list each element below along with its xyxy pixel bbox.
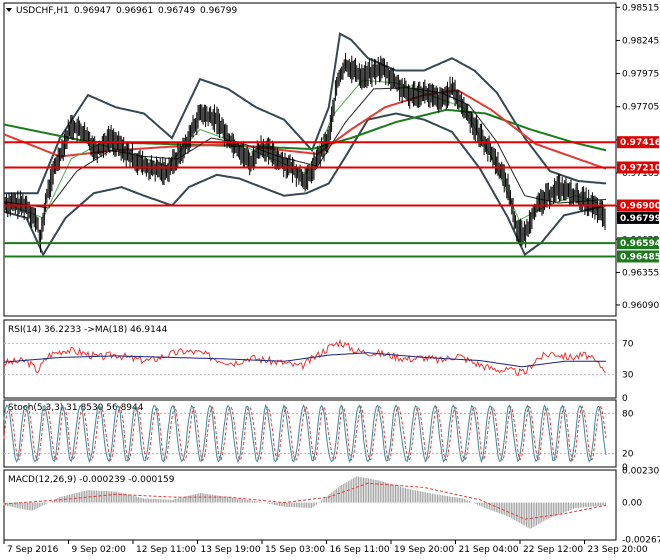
dropdown-triangle-icon[interactable] [6, 8, 12, 12]
rsi-tick-label: 0 [622, 394, 628, 404]
price-tick-label: 0.97165 [622, 169, 659, 179]
main-panel-frame [3, 2, 617, 317]
macd-axis: 0.002306 0.00 -0.002671 [622, 467, 660, 546]
main-chart-layers [3, 32, 607, 257]
stoch-tick-label: 80 [622, 409, 634, 419]
time-axis: 7 Sep 2016 9 Sep 02:00 12 Sep 11:00 13 Sep … [3, 540, 648, 555]
rsi-tick-label: 70 [622, 339, 634, 349]
price-tick-label: 0.97975 [622, 70, 659, 80]
rsi-axis: 70 30 0 [622, 339, 634, 404]
time-tick-label: 19 Sep 20:00 [394, 545, 454, 555]
time-tick-label: 21 Sep 04:00 [459, 545, 519, 555]
macd-signal-line [3, 482, 607, 520]
rsi-layer [3, 338, 616, 377]
stoch-layer [3, 403, 616, 464]
levels-layer: 0.97416 0.97210 0.96900 0.96799 0.96594 0.964… [4, 136, 660, 263]
time-tick-label: 12 Sep 11:00 [136, 545, 196, 555]
macd-tick-label: 0.00 [622, 499, 642, 509]
price-axis: 0.985150.982450.979750.977050.974350.971… [616, 3, 659, 311]
level-label: 0.97210 [620, 163, 660, 173]
level-tag [617, 211, 659, 224]
time-tick-label: 22 Sep 12:00 [523, 545, 583, 555]
level-tag [617, 237, 659, 250]
time-tick-label: 9 Sep 02:00 [72, 545, 127, 555]
stoch-panel-frame [3, 399, 617, 468]
symbol-label: USDCHF,H1 [16, 6, 69, 16]
rsi-line [3, 338, 606, 377]
level-label: 0.96594 [620, 239, 660, 249]
time-tick-label: 7 Sep 2016 [7, 545, 59, 555]
ohlc-open: 0.96947 [74, 6, 111, 16]
level-tag [617, 250, 659, 263]
stoch-tick-label: 0 [622, 463, 628, 473]
level-label: 0.96900 [620, 202, 660, 212]
ema-mid-line [3, 87, 607, 209]
macd-title: MACD(12,26,9) -0.000239 -0.000159 [8, 475, 175, 485]
rsi-tick-label: 30 [622, 371, 634, 381]
macd-layer [3, 476, 607, 529]
stoch-main-line [3, 403, 607, 464]
price-tick-label: 0.97705 [622, 103, 659, 113]
ohlc-close: 0.96799 [200, 6, 237, 16]
level-tag [617, 199, 659, 212]
ohlc-low: 0.96749 [158, 6, 195, 16]
rsi-title: RSI(14) 36.2233 ->MA(18) 46.9144 [8, 325, 168, 335]
stoch-tick-label: 20 [622, 450, 634, 460]
level-label: 0.97416 [620, 138, 660, 148]
level-tag [617, 161, 659, 174]
price-tick-label: 0.96355 [622, 268, 659, 278]
time-tick-label: 16 Sep 11:00 [330, 545, 390, 555]
price-tick-label: 0.98515 [622, 3, 659, 13]
price-tick-label: 0.98245 [622, 36, 659, 46]
level-label: 0.96799 [620, 214, 660, 224]
time-tick-label: 15 Sep 03:00 [265, 545, 325, 555]
price-tick-label: 0.96090 [622, 301, 659, 311]
rsi-panel-frame [3, 319, 617, 399]
macd-tick-label: 0.002306 [622, 467, 660, 477]
ohlc-high: 0.96961 [116, 6, 153, 16]
macd-tick-label: -0.002671 [622, 535, 660, 545]
bollinger-lower-line [3, 112, 607, 257]
stoch-axis: 80 20 0 [622, 409, 634, 473]
level-tag [617, 136, 659, 149]
stoch-title: Stoch(5,3,3) 31.8530 56.8944 [8, 403, 144, 413]
rsi-ma-line [3, 352, 606, 368]
time-tick-label: 23 Sep 20:00 [588, 545, 648, 555]
level-label: 0.96485 [620, 252, 660, 262]
time-tick-label: 13 Sep 19:00 [201, 545, 261, 555]
